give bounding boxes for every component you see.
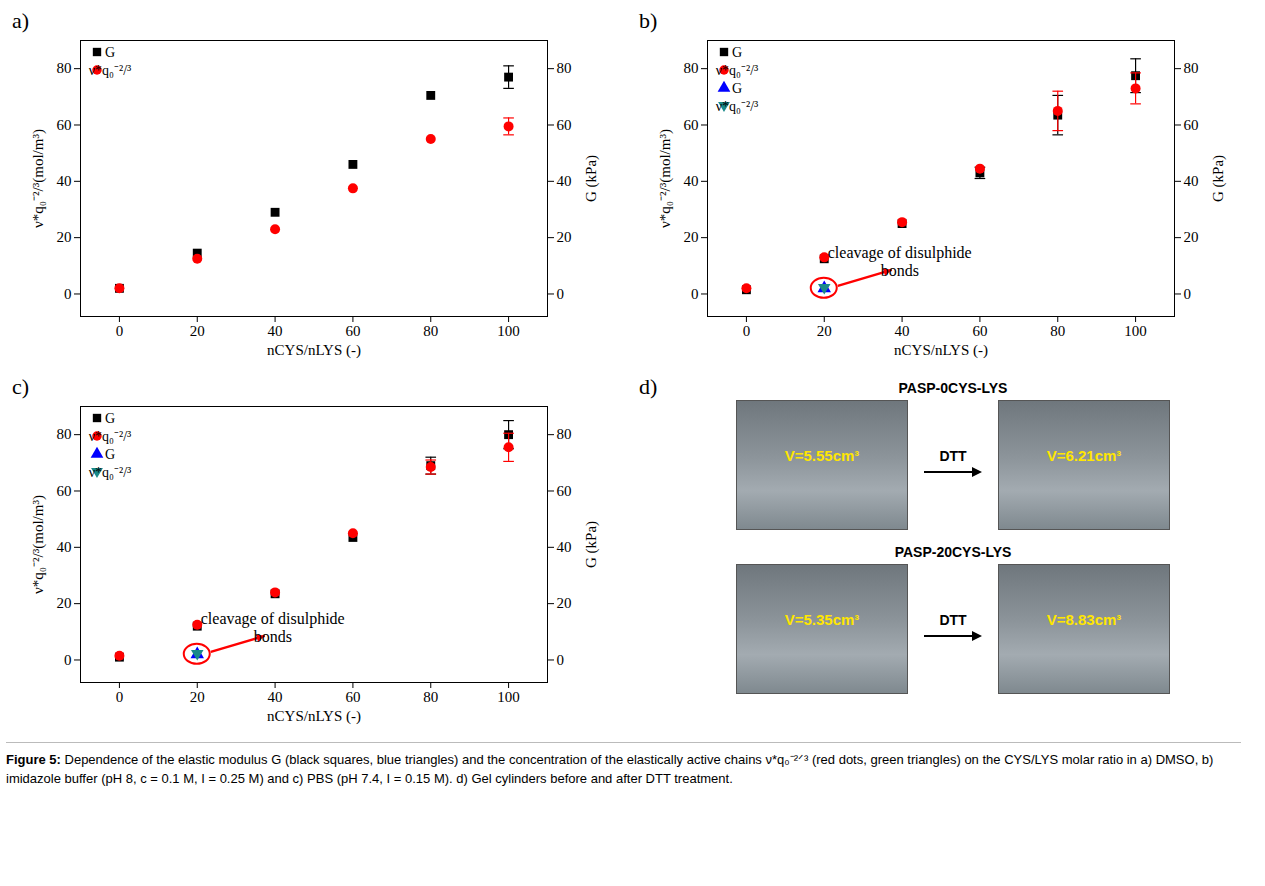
- svg-text:60: 60: [557, 483, 572, 499]
- svg-text:ν*q₀⁻²/³: ν*q₀⁻²/³: [89, 63, 132, 78]
- svg-text:0: 0: [691, 286, 699, 302]
- svg-text:G: G: [732, 81, 742, 96]
- svg-text:60: 60: [345, 323, 360, 339]
- svg-text:100: 100: [1124, 323, 1147, 339]
- svg-text:nCYS/nLYS (-): nCYS/nLYS (-): [267, 342, 361, 359]
- svg-text:80: 80: [57, 426, 72, 442]
- html-text:PASP-20CYS-LYS: PASP-20CYS-LYS: [894, 544, 1012, 560]
- svg-text:cleavage of disulphidebonds: cleavage of disulphidebonds: [201, 610, 345, 645]
- svg-text:ν*q₀⁻²/³: ν*q₀⁻²/³: [89, 429, 132, 444]
- svg-text:cleavage of disulphidebonds: cleavage of disulphidebonds: [828, 244, 972, 279]
- svg-text:60: 60: [57, 117, 72, 133]
- svg-text:40: 40: [895, 323, 910, 339]
- svg-text:40: 40: [557, 173, 572, 189]
- svg-text:0: 0: [557, 286, 565, 302]
- html-text:Figure 5: Dependence of the el: Figure 5: Dependence of the elastic modu…: [6, 752, 1214, 786]
- svg-text:G: G: [105, 45, 115, 60]
- svg-text:nCYS/nLYS (-): nCYS/nLYS (-): [267, 708, 361, 725]
- svg-text:80: 80: [557, 426, 572, 442]
- svg-text:60: 60: [57, 483, 72, 499]
- svg-text:100: 100: [497, 689, 520, 705]
- svg-text:40: 40: [1184, 173, 1199, 189]
- svg-text:80: 80: [57, 60, 72, 76]
- svg-text:0: 0: [64, 652, 72, 668]
- svg-text:40: 40: [557, 539, 572, 555]
- svg-text:ν*q₀⁻²/³(mol/m³): ν*q₀⁻²/³(mol/m³): [30, 495, 47, 594]
- html-text:a): a): [12, 8, 30, 33]
- svg-text:20: 20: [1184, 229, 1199, 245]
- svg-text:0: 0: [557, 652, 565, 668]
- svg-text:G: G: [732, 45, 742, 60]
- svg-text:20: 20: [557, 595, 572, 611]
- svg-text:60: 60: [684, 117, 699, 133]
- svg-text:80: 80: [1184, 60, 1199, 76]
- svg-text:20: 20: [57, 229, 72, 245]
- svg-text:20: 20: [557, 229, 572, 245]
- html-text:V=6.21cm³: V=6.21cm³: [1046, 447, 1122, 464]
- svg-text:G: G: [105, 411, 115, 426]
- svg-text:20: 20: [190, 323, 205, 339]
- svg-text:ν*q₀⁻²/³: ν*q₀⁻²/³: [89, 465, 132, 480]
- svg-text:0: 0: [116, 323, 124, 339]
- svg-text:0: 0: [64, 286, 72, 302]
- svg-text:20: 20: [817, 323, 832, 339]
- svg-text:40: 40: [57, 173, 72, 189]
- html-text:V=5.35cm³: V=5.35cm³: [784, 611, 860, 628]
- svg-text:40: 40: [268, 689, 283, 705]
- html-text:c): c): [12, 374, 30, 399]
- svg-text:20: 20: [190, 689, 205, 705]
- svg-text:80: 80: [557, 60, 572, 76]
- svg-text:80: 80: [423, 689, 438, 705]
- svg-text:ν*q₀⁻²/³(mol/m³): ν*q₀⁻²/³(mol/m³): [657, 129, 674, 228]
- svg-text:60: 60: [345, 689, 360, 705]
- html-text:PASP-0CYS-LYS: PASP-0CYS-LYS: [898, 380, 1008, 396]
- html-text:DTT: DTT: [939, 611, 967, 628]
- svg-text:80: 80: [1050, 323, 1065, 339]
- svg-text:nCYS/nLYS (-): nCYS/nLYS (-): [894, 342, 988, 359]
- svg-text:40: 40: [268, 323, 283, 339]
- html-text:V=5.55cm³: V=5.55cm³: [784, 447, 860, 464]
- svg-text:20: 20: [57, 595, 72, 611]
- svg-text:40: 40: [57, 539, 72, 555]
- svg-text:G (kPa): G (kPa): [1210, 155, 1227, 202]
- html-text:b): b): [639, 8, 658, 33]
- svg-text:20: 20: [684, 229, 699, 245]
- svg-text:80: 80: [423, 323, 438, 339]
- svg-text:G (kPa): G (kPa): [583, 155, 600, 202]
- svg-text:G: G: [105, 447, 115, 462]
- svg-text:60: 60: [557, 117, 572, 133]
- svg-text:ν*q₀⁻²/³: ν*q₀⁻²/³: [716, 99, 759, 114]
- html-text:DTT: DTT: [939, 447, 967, 464]
- svg-text:0: 0: [743, 323, 751, 339]
- svg-text:ν*q₀⁻²/³: ν*q₀⁻²/³: [716, 63, 759, 78]
- svg-text:0: 0: [116, 689, 124, 705]
- svg-text:0: 0: [1184, 286, 1192, 302]
- svg-text:40: 40: [684, 173, 699, 189]
- html-text:V=8.83cm³: V=8.83cm³: [1046, 611, 1122, 628]
- svg-text:60: 60: [972, 323, 987, 339]
- html-text:d): d): [639, 374, 658, 399]
- svg-text:ν*q₀⁻²/³(mol/m³): ν*q₀⁻²/³(mol/m³): [30, 129, 47, 228]
- svg-text:100: 100: [497, 323, 520, 339]
- svg-text:60: 60: [1184, 117, 1199, 133]
- svg-text:G (kPa): G (kPa): [583, 521, 600, 568]
- svg-text:80: 80: [684, 60, 699, 76]
